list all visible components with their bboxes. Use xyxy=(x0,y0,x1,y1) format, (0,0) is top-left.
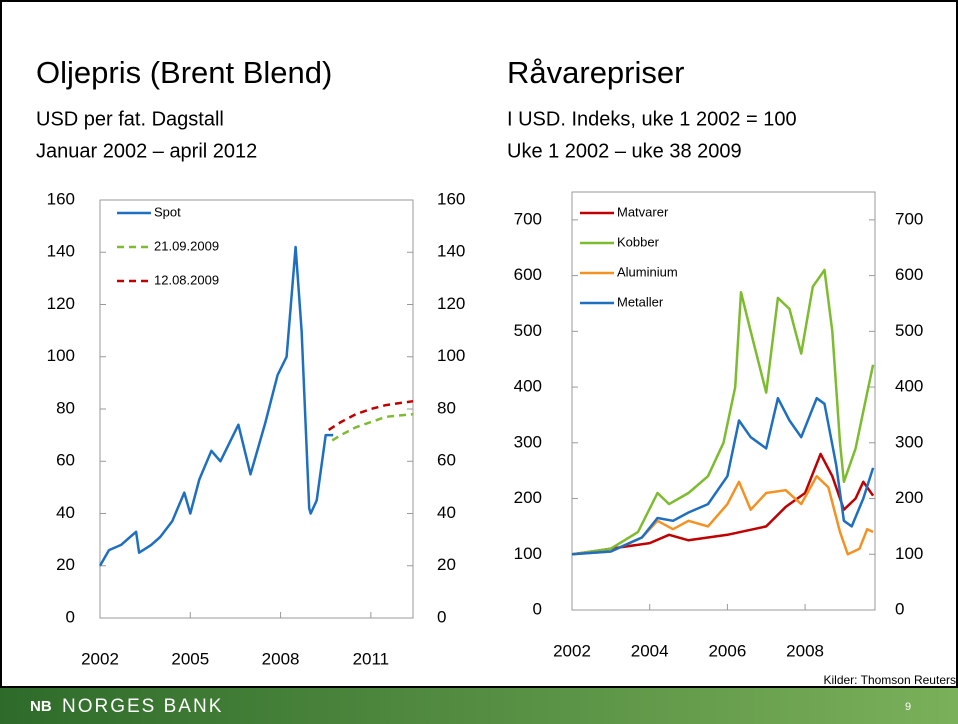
y2-tick-label: 40 xyxy=(437,503,456,522)
y2-tick-label: 200 xyxy=(895,488,923,507)
y-tick-label: 0 xyxy=(66,607,75,626)
legend-label: Metaller xyxy=(617,294,664,309)
y2-tick-label: 0 xyxy=(895,599,904,618)
y-tick-label: 500 xyxy=(514,321,542,340)
footer-logo: NB xyxy=(30,698,52,715)
y-tick-label: 20 xyxy=(56,555,75,574)
y2-tick-label: 60 xyxy=(437,451,456,470)
chart-subtitle: USD per fat. Dagstall xyxy=(36,108,224,130)
y-tick-label: 120 xyxy=(47,294,75,313)
chart-subtitle: Uke 1 2002 – uke 38 2009 xyxy=(507,140,742,162)
y2-tick-label: 300 xyxy=(895,432,923,451)
footer-bar xyxy=(0,688,958,724)
x-tick-label: 2008 xyxy=(786,641,824,660)
series-line xyxy=(571,474,874,556)
series-line xyxy=(98,245,334,567)
source: Kilder: Thomson Reuters xyxy=(823,673,956,687)
plot-frame xyxy=(571,191,876,611)
y-tick-label: 140 xyxy=(47,242,75,261)
y-tick-label: 200 xyxy=(514,488,542,507)
series-line xyxy=(328,399,414,431)
legend-label: Matvarer xyxy=(617,204,669,219)
slide-frame xyxy=(0,0,958,688)
y2-tick-label: 160 xyxy=(437,189,465,208)
chart-subtitle: Januar 2002 – april 2012 xyxy=(36,140,257,162)
series-line xyxy=(571,396,875,556)
y2-tick-label: 20 xyxy=(437,555,456,574)
y2-tick-label: 120 xyxy=(437,294,465,313)
y-tick-label: 40 xyxy=(56,503,75,522)
y2-tick-label: 500 xyxy=(895,321,923,340)
y-tick-label: 700 xyxy=(514,209,542,228)
legend-label: Spot xyxy=(154,204,181,219)
series-line xyxy=(571,452,875,556)
y-tick-label: 600 xyxy=(514,265,542,284)
y2-tick-label: 0 xyxy=(437,607,446,626)
x-tick-label: 2005 xyxy=(171,649,209,668)
legend-label: 12.08.2009 xyxy=(154,272,219,287)
x-tick-label: 2002 xyxy=(553,641,591,660)
y2-tick-label: 100 xyxy=(895,544,923,563)
y2-tick-label: 140 xyxy=(437,242,465,261)
y-tick-label: 100 xyxy=(47,346,75,365)
chart-title: Råvarepriser xyxy=(507,55,684,90)
y-tick-label: 100 xyxy=(514,544,542,563)
legend-label: Kobber xyxy=(617,234,660,249)
legend-label: 21.09.2009 xyxy=(154,238,219,253)
legend-label: Aluminium xyxy=(617,264,678,279)
y-tick-label: 160 xyxy=(47,189,75,208)
y-tick-label: 0 xyxy=(533,599,542,618)
series-line xyxy=(571,268,875,556)
series-line xyxy=(331,412,414,442)
page-number: 9 xyxy=(905,701,911,713)
y-tick-label: 300 xyxy=(514,432,542,451)
y-tick-label: 400 xyxy=(514,377,542,396)
x-tick-label: 2011 xyxy=(353,649,390,668)
x-tick-label: 2008 xyxy=(262,649,300,668)
y-tick-label: 80 xyxy=(56,398,75,417)
y2-tick-label: 700 xyxy=(895,209,923,228)
chart-title: Oljepris (Brent Blend) xyxy=(36,55,332,90)
x-tick-label: 2006 xyxy=(708,641,746,660)
chart-subtitle: I USD. Indeks, uke 1 2002 = 100 xyxy=(507,108,797,130)
y2-tick-label: 400 xyxy=(895,377,923,396)
y2-tick-label: 600 xyxy=(895,265,923,284)
footer-name: NORGES BANK xyxy=(62,696,223,717)
x-tick-label: 2002 xyxy=(81,649,119,668)
y2-tick-label: 80 xyxy=(437,398,456,417)
x-tick-label: 2004 xyxy=(631,641,669,660)
y-tick-label: 60 xyxy=(56,451,75,470)
y2-tick-label: 100 xyxy=(437,346,465,365)
